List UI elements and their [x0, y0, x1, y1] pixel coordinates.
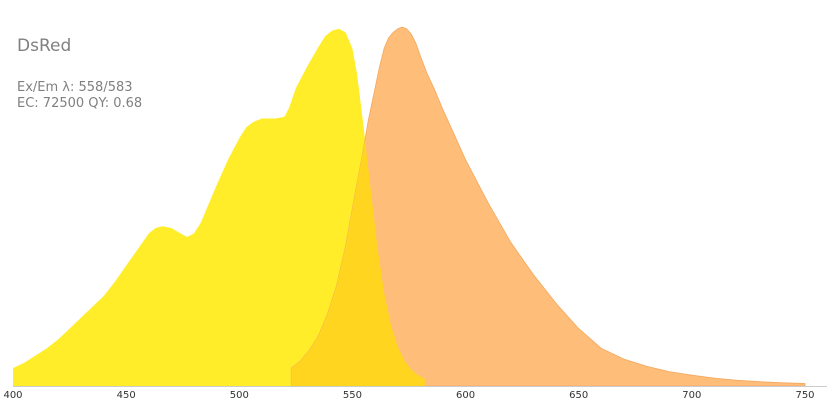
x-tick-label: 600 [456, 390, 475, 401]
x-tick-label: 400 [3, 390, 22, 401]
emission-area [290, 26, 806, 387]
x-tick-label: 450 [117, 390, 136, 401]
x-tick-label: 500 [230, 390, 249, 401]
chart-title: DsRed [17, 36, 72, 56]
x-tick-label: 650 [569, 390, 588, 401]
x-tick-label: 550 [343, 390, 362, 401]
ex-em-info: Ex/Em λ: 558/583 [17, 80, 133, 95]
ec-qy-info: EC: 72500 QY: 0.68 [17, 96, 143, 111]
x-tick-label: 750 [795, 390, 814, 401]
x-axis-ticks: 400 450 500 550 600 650 700 750 [3, 390, 814, 401]
excitation-area [13, 28, 425, 387]
x-tick-label: 700 [682, 390, 701, 401]
